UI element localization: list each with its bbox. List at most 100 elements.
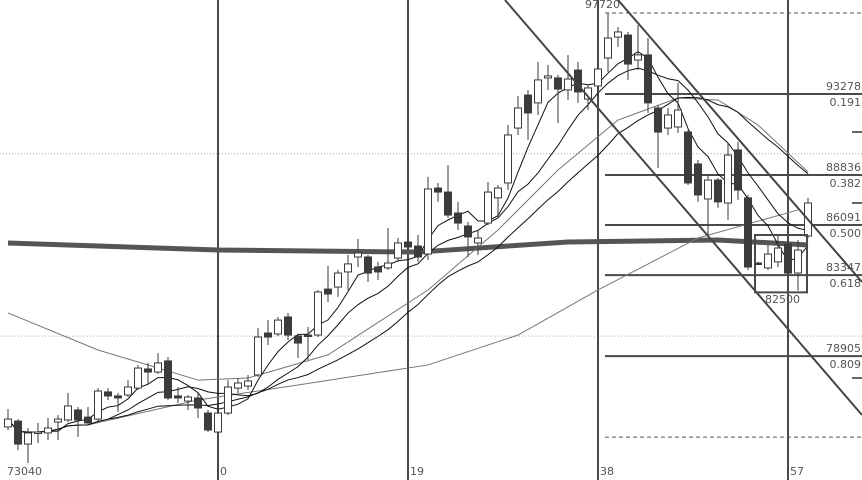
candle-body-bearish (644, 54, 652, 104)
candle (624, 31, 632, 80)
candle-body-bullish (634, 54, 642, 61)
candle (674, 83, 682, 133)
candle (204, 409, 212, 433)
fib-price-label: 83347 (826, 261, 861, 274)
candle (304, 327, 312, 361)
candle (684, 130, 692, 185)
candle-body-bearish (684, 131, 692, 184)
candle-body-bullish (424, 188, 432, 255)
candle-body-bearish (784, 243, 792, 274)
fib-price-label: 88836 (826, 161, 861, 174)
candle-body-bullish (274, 319, 282, 335)
candle-body-bearish (464, 225, 472, 238)
candle (64, 393, 72, 423)
candle (734, 141, 742, 200)
consolidation-box (754, 233, 808, 294)
candle (764, 244, 772, 270)
candle-body-bearish (264, 332, 272, 338)
candle (214, 405, 222, 435)
candle-body-bullish (704, 179, 712, 200)
candle (704, 174, 712, 237)
candle (324, 265, 332, 303)
candle-body-bullish (124, 386, 132, 396)
candle-body-bullish (354, 252, 362, 258)
candle-body-bearish (454, 212, 462, 224)
candle-body-bullish (184, 396, 192, 402)
candle (174, 386, 182, 404)
candle (484, 182, 492, 226)
candle-body-bullish (514, 107, 522, 129)
candle-body-bullish (764, 253, 772, 269)
candle-body-bullish (214, 412, 222, 433)
candle-body-bullish (224, 386, 232, 414)
candle (364, 254, 372, 282)
moving-average-short (7, 96, 809, 433)
candle (184, 395, 192, 410)
candle-body-bullish (94, 390, 102, 420)
candle-body-bearish (84, 416, 92, 424)
channel-trendline (617, 0, 862, 283)
candle-body-bearish (444, 191, 452, 216)
candle (224, 380, 232, 416)
candle-body-bullish (794, 249, 802, 274)
candle-body-bullish (44, 427, 52, 434)
low-price-label: 73040 (7, 465, 42, 478)
candle-body-bullish (594, 68, 602, 87)
candle-body-bearish (14, 420, 22, 445)
candle (154, 353, 162, 375)
candle (254, 327, 262, 377)
candle (274, 316, 282, 336)
bar-marker-label: 19 (410, 465, 424, 478)
candle-body-bullish (64, 405, 72, 421)
candle (84, 407, 92, 425)
candle-body-bearish (364, 256, 372, 274)
candle (404, 238, 412, 251)
candle (534, 62, 542, 115)
candle (724, 143, 732, 220)
fib-ratio-label: 0.382 (829, 177, 862, 190)
candle (94, 388, 102, 422)
candle (514, 95, 522, 135)
candle (284, 312, 292, 340)
candle-body-bearish (374, 266, 382, 273)
moving-average-long (7, 97, 809, 381)
candle-body-bullish (674, 109, 682, 128)
candle (594, 66, 602, 98)
candle-body-bullish (24, 432, 32, 445)
candle-body-bearish (74, 409, 82, 421)
candle-body-bullish (154, 362, 162, 373)
candle-body-bullish (774, 247, 782, 263)
candle (604, 13, 612, 72)
candle-body-bullish (34, 431, 42, 435)
fib-ratio-label: 0.191 (829, 96, 862, 109)
candle (244, 374, 252, 390)
candle (114, 393, 122, 412)
candle-body-bearish (204, 412, 212, 431)
candle (334, 269, 342, 297)
candle-body-bearish (174, 395, 182, 399)
candle (264, 320, 272, 346)
candle-body-bullish (534, 79, 542, 104)
candle (504, 124, 512, 191)
fib-ratio-label: 0.809 (829, 358, 862, 371)
candle (654, 104, 662, 168)
candle (454, 201, 462, 230)
candle (74, 407, 82, 437)
candle (794, 240, 802, 291)
candle (134, 364, 142, 390)
candle-body-bullish (474, 237, 482, 244)
candle-body-bullish (484, 191, 492, 224)
candle (104, 388, 112, 400)
candle (494, 184, 502, 218)
moving-average-short (7, 67, 809, 433)
candle (614, 27, 622, 47)
candle (644, 37, 652, 113)
candle-body-bullish (604, 37, 612, 59)
candle-body-bullish (384, 262, 392, 269)
candle-body-bearish (324, 288, 332, 295)
candle-body-bullish (54, 418, 62, 423)
candle-body-bearish (144, 368, 152, 373)
candle-body-bearish (304, 334, 312, 338)
